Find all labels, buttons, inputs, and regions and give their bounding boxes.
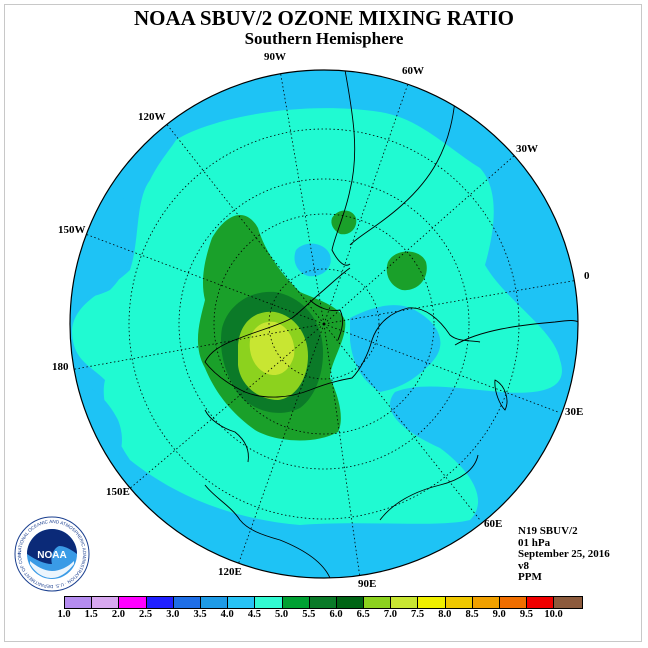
noaa-logo: NATIONAL OCEANIC AND ATMOSPHERIC ADMINIS… xyxy=(14,516,90,592)
legend-swatch xyxy=(228,597,256,608)
legend-tick-label: 4.5 xyxy=(247,609,261,620)
longitude-labels: 90W 60W 30W 0 30E 60E 90E 120E 150E 180 … xyxy=(52,51,590,590)
coast-australia-east xyxy=(204,484,331,578)
legend-swatch xyxy=(119,597,147,608)
coast-south-america xyxy=(331,70,356,266)
ozone-patch-4.0-southwest xyxy=(72,384,122,466)
legend-tick-label: 7.5 xyxy=(411,609,425,620)
legend-swatch xyxy=(92,597,120,608)
lon-label: 30W xyxy=(516,143,538,155)
coastlines xyxy=(204,70,578,578)
pressure-level: 01 hPa xyxy=(518,536,551,549)
legend-tick-label: 1.0 xyxy=(57,609,71,620)
coast-madagascar xyxy=(494,379,508,411)
lon-label: 90E xyxy=(358,578,376,590)
version-label: v8 xyxy=(518,559,529,572)
legend-tick-label: 4.0 xyxy=(220,609,234,620)
legend-tick-label: 7.0 xyxy=(383,609,397,620)
coast-ross-side xyxy=(309,299,344,341)
legend-tick-label: 6.5 xyxy=(356,609,370,620)
ozone-band-6.5 xyxy=(249,321,295,376)
legend-tick-label: 9.0 xyxy=(492,609,506,620)
lon-label: 120E xyxy=(218,566,242,578)
legend-tick-label: 6.0 xyxy=(329,609,343,620)
legend-swatch xyxy=(146,597,174,608)
legend-tick-label: 2.0 xyxy=(111,609,125,620)
lon-label: 180 xyxy=(52,361,69,373)
legend-swatch xyxy=(336,597,365,608)
legend-tick-label: 8.0 xyxy=(438,609,452,620)
legend-swatch xyxy=(282,597,310,608)
legend-swatch xyxy=(445,597,473,608)
coast-antarctic-peninsula xyxy=(291,267,351,319)
legend-tick-label: 8.5 xyxy=(465,609,479,620)
ozone-patch-4.0-east xyxy=(350,305,441,392)
legend-swatch xyxy=(364,597,392,608)
legend-labels: 1.0 1.5 2.0 2.5 3.0 3.5 4.0 4.5 5.0 5.5 6.0 6.5 7.0 7… xyxy=(0,609,648,623)
legend-tick-label: 10.0 xyxy=(544,609,563,620)
legend-swatch xyxy=(65,597,93,608)
lon-label: 30E xyxy=(565,406,583,418)
coast-africa xyxy=(454,320,578,346)
satellite-label: N19 SBUV/2 xyxy=(518,525,578,537)
legend-tick-label: 5.0 xyxy=(275,609,289,620)
legend-tick-label: 2.5 xyxy=(139,609,153,620)
lon-label: 150E xyxy=(106,486,130,498)
legend-tick-label: 3.5 xyxy=(193,609,207,620)
chart-subtitle: Southern Hemisphere xyxy=(244,29,404,48)
lon-label: 0 xyxy=(584,270,590,282)
map-fill xyxy=(70,70,578,578)
legend-tick-label: 1.5 xyxy=(84,609,98,620)
legend-swatch xyxy=(418,597,446,608)
lon-label: 90W xyxy=(264,51,286,63)
lon-label: 120W xyxy=(138,111,166,123)
date-label: September 25, 2016 xyxy=(518,548,610,560)
lon-label: 60W xyxy=(402,65,424,77)
coast-australia-west xyxy=(379,454,479,521)
ozone-patch-5.0-ne xyxy=(386,251,427,291)
legend-swatch xyxy=(527,597,555,608)
legend-swatch xyxy=(500,597,528,608)
units-label: PPM xyxy=(518,571,542,583)
legend-swatch xyxy=(391,597,419,608)
lon-label: 150W xyxy=(58,224,86,236)
data-info-block: N19 SBUV/2 01 hPa September 25, 2016 v8 … xyxy=(518,525,610,584)
legend-swatch xyxy=(255,597,283,608)
logo-text: NOAA xyxy=(37,550,66,561)
map-outline xyxy=(69,69,579,579)
legend-tick-label: 9.5 xyxy=(519,609,533,620)
coast-south-america-east xyxy=(349,99,456,246)
color-legend xyxy=(64,596,583,609)
graticule xyxy=(70,70,578,578)
legend-swatch xyxy=(472,597,500,608)
legend-swatch xyxy=(173,597,201,608)
lon-label: 60E xyxy=(484,518,502,530)
legend-swatch xyxy=(309,597,337,608)
legend-swatch xyxy=(200,597,229,608)
legend-tick-label: 3.0 xyxy=(166,609,180,620)
coast-antarctica xyxy=(204,307,481,398)
ozone-patch-5.0-n xyxy=(331,210,357,235)
legend-tick-label: 5.5 xyxy=(302,609,316,620)
chart-title: NOAA SBUV/2 OZONE MIXING RATIO xyxy=(134,6,514,30)
legend-swatch xyxy=(554,597,582,608)
coast-new-zealand xyxy=(204,409,249,463)
figure-border xyxy=(4,4,642,642)
